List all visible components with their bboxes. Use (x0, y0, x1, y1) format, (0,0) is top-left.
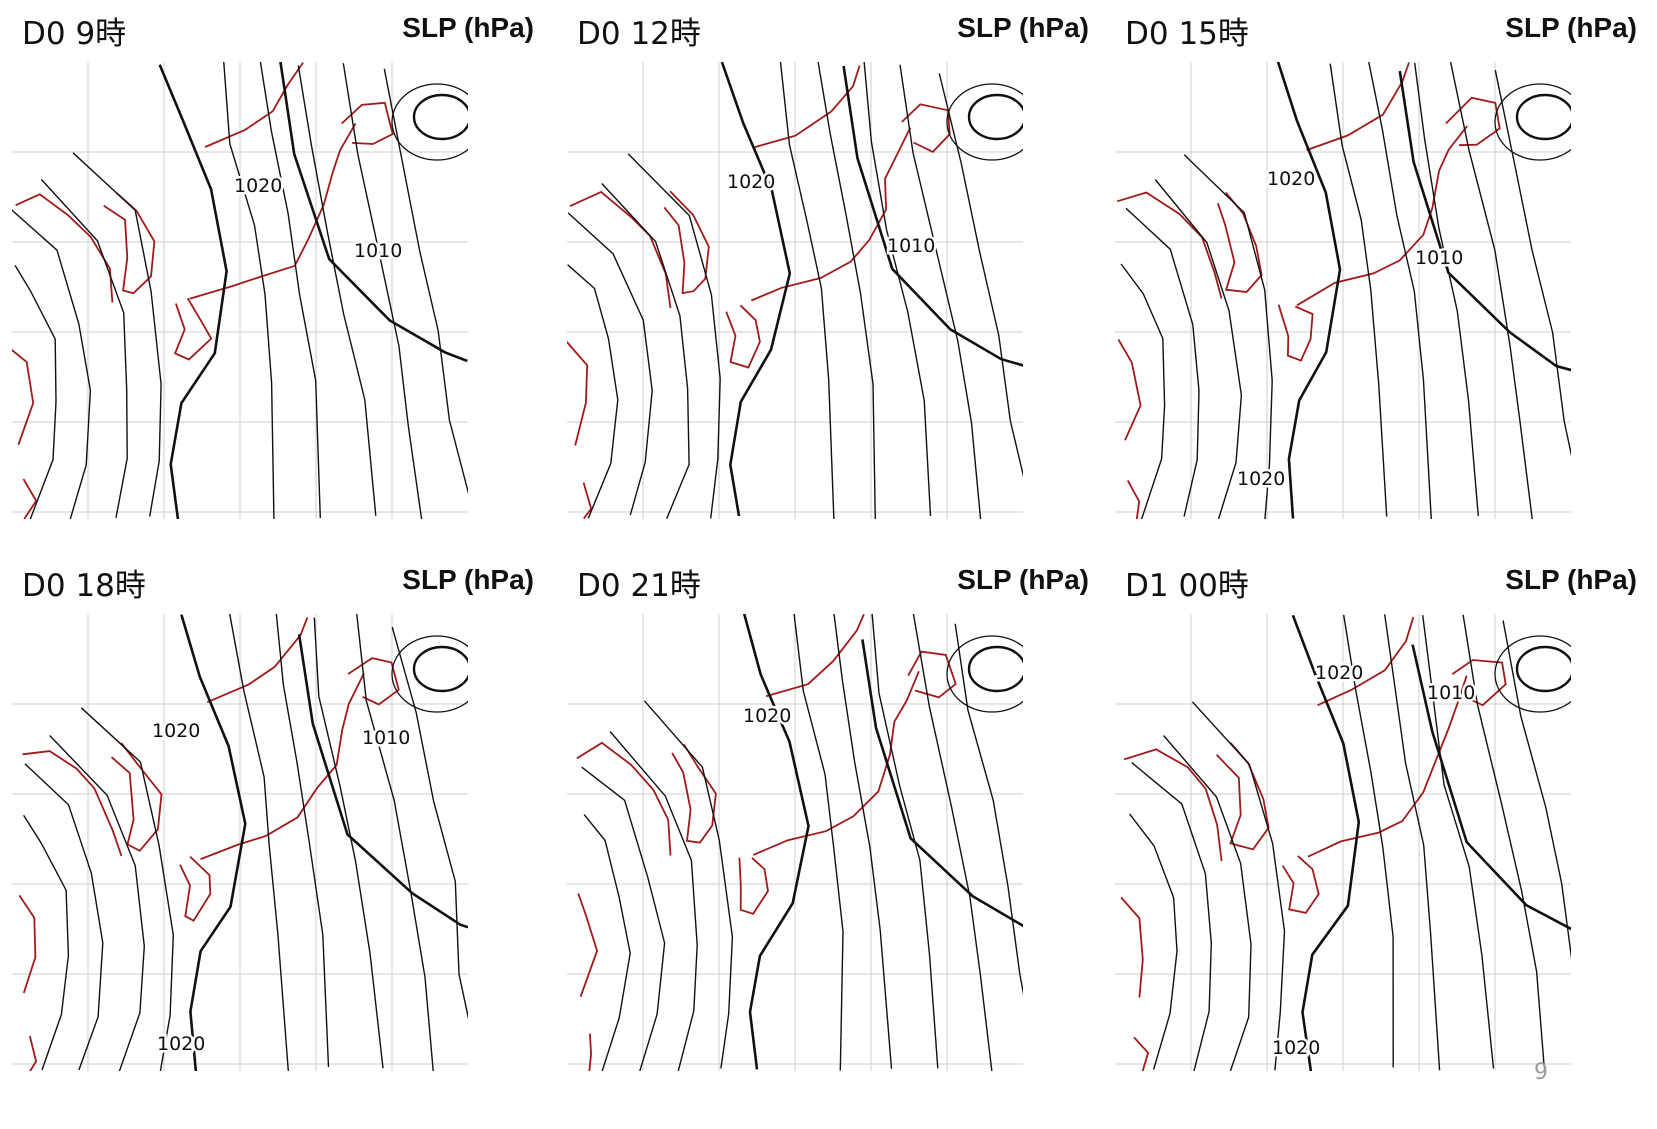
contour-label: 1020 (1267, 168, 1315, 190)
slp-map-panel: D0 18時 SLP (hPa) 1020 1010 1020 (12, 552, 534, 1087)
map-grid (12, 614, 468, 1071)
panel-time-label: D0 9時 (22, 16, 127, 52)
panel-time-label: D0 21時 (577, 568, 701, 604)
isobar-group (567, 62, 1023, 519)
slp-map-panel: D1 00時 SLP (hPa) 1020 1010 1020 (1115, 552, 1637, 1087)
contour-label: 1010 (1415, 247, 1463, 269)
map-grid (1115, 614, 1571, 1071)
contour-label: 1020 (152, 720, 200, 742)
panel-variable-label: SLP (hPa) (402, 564, 534, 595)
slp-contour-map: 1020 1010 1020 (1115, 62, 1571, 519)
contour-label: 1020 (727, 171, 775, 193)
contour-label: 1010 (362, 727, 410, 749)
contour-label: 1020 (157, 1033, 205, 1055)
coastline-group (1116, 62, 1501, 519)
panel-variable-label: SLP (hPa) (402, 12, 534, 43)
slp-contour-map: 1020 1010 (12, 62, 468, 519)
isobar-group (581, 614, 1023, 1071)
map-grid (567, 62, 1023, 519)
panel-variable-label: SLP (hPa) (957, 564, 1089, 595)
map-grid (12, 62, 468, 519)
contour-label: 1020 (234, 175, 282, 197)
slp-map-panel: D0 21時 SLP (hPa) 1020 (567, 552, 1089, 1087)
page-number: 9 (1534, 1060, 1548, 1085)
contour-label: 1010 (354, 240, 402, 262)
slp-map-panel: D0 15時 SLP (hPa) 1020 1010 1020 (1115, 0, 1637, 535)
slp-contour-map: 1020 (567, 614, 1023, 1071)
slp-map-panel: D0 12時 SLP (hPa) 1020 1010 (567, 0, 1089, 535)
map-grid (1115, 62, 1571, 519)
contour-label: 1020 (1315, 662, 1363, 684)
panel-time-label: D0 18時 (22, 568, 146, 604)
slp-contour-map: 1020 1010 (567, 62, 1023, 519)
panel-time-label: D1 00時 (1125, 568, 1249, 604)
coastline-group (18, 617, 400, 1071)
contour-label: 1020 (743, 705, 791, 727)
slp-contour-map: 1020 1010 1020 (1115, 614, 1571, 1071)
panel-time-label: D0 15時 (1125, 16, 1249, 52)
coastline-group (576, 614, 957, 1071)
isobar-group (23, 614, 468, 1071)
coastline-group (567, 65, 951, 519)
panel-time-label: D0 12時 (577, 16, 701, 52)
panel-variable-label: SLP (hPa) (1505, 564, 1637, 595)
slp-map-panel: D0 9時 SLP (hPa) 1020 1010 (12, 0, 534, 535)
contour-label: 1020 (1237, 468, 1285, 490)
isobar-group (12, 62, 468, 519)
panel-variable-label: SLP (hPa) (957, 12, 1089, 43)
contour-label: 1010 (1427, 682, 1475, 704)
contour-label: 1010 (887, 235, 935, 257)
slp-contour-map: 1020 1010 1020 (12, 614, 468, 1071)
contour-label: 1020 (1272, 1037, 1320, 1059)
panel-variable-label: SLP (hPa) (1505, 12, 1637, 43)
isobar-group (1120, 62, 1571, 519)
isobar-group (1129, 614, 1571, 1071)
